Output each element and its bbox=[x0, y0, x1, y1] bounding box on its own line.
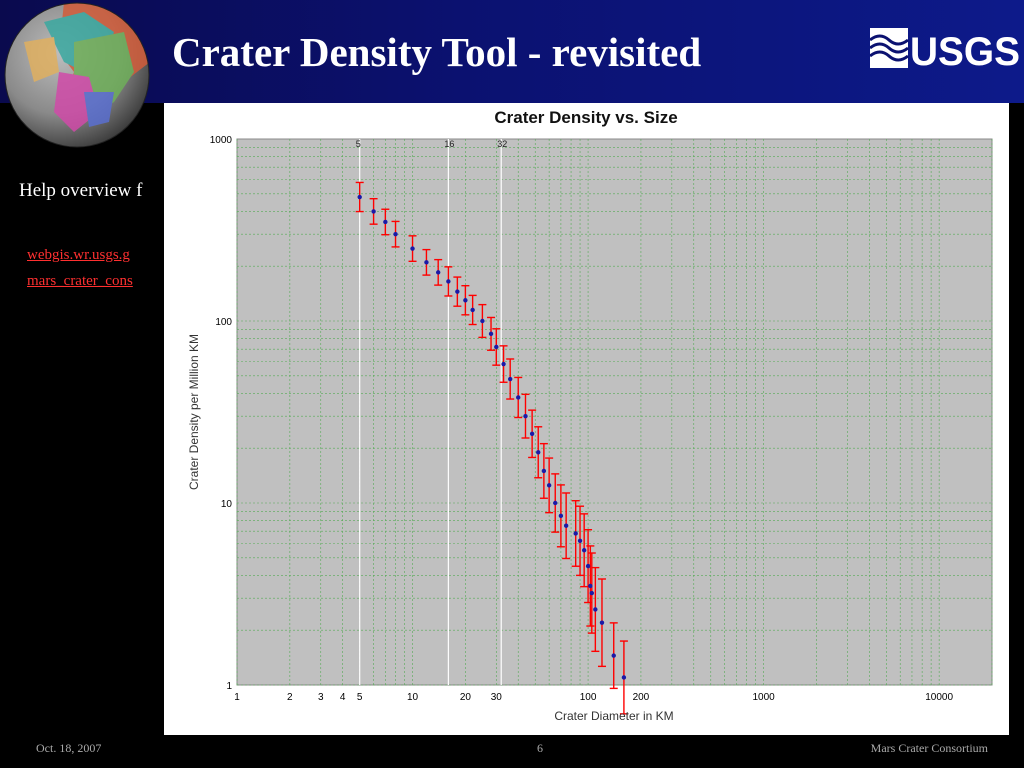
data-point bbox=[424, 260, 429, 265]
data-point bbox=[599, 620, 605, 625]
data-point bbox=[546, 483, 552, 488]
y-tick-label: 1000 bbox=[210, 135, 233, 146]
data-point bbox=[357, 194, 362, 200]
footer-page-number: 6 bbox=[537, 741, 543, 755]
x-tick-label: 5 bbox=[357, 692, 363, 703]
data-points bbox=[357, 194, 627, 680]
webgis-link[interactable]: webgis.wr.usgs.g bbox=[27, 247, 130, 263]
reference-line-label: 32 bbox=[497, 139, 507, 149]
data-point bbox=[589, 590, 594, 596]
reference-line-label: 5 bbox=[356, 139, 361, 149]
data-point bbox=[393, 231, 398, 237]
mars-globe-icon bbox=[4, 2, 150, 148]
data-point bbox=[541, 468, 547, 474]
data-point bbox=[480, 318, 485, 324]
data-point bbox=[563, 523, 569, 528]
x-tick-label: 20 bbox=[460, 692, 472, 703]
data-point bbox=[573, 531, 578, 536]
crater-density-chart: Crater Density vs. Size 5 16 32 1 2 3 4 5 10 20 3… bbox=[187, 108, 993, 723]
data-point bbox=[494, 344, 499, 350]
x-tick-labels: 1 2 3 4 5 10 20 30 100 200 1000 10000 bbox=[234, 692, 953, 703]
x-tick-label: 10000 bbox=[925, 692, 953, 703]
data-point bbox=[536, 450, 541, 455]
usgs-logo-text: USGS bbox=[910, 30, 1020, 70]
usgs-logo: USGS bbox=[870, 28, 1020, 70]
data-point bbox=[446, 279, 451, 284]
data-point bbox=[383, 219, 388, 225]
data-point bbox=[435, 270, 441, 275]
data-point bbox=[516, 395, 521, 400]
help-overview-text: Help overview f bbox=[19, 180, 143, 201]
y-tick-label: 1 bbox=[226, 681, 232, 692]
y-tick-labels: 1 10 100 1000 bbox=[210, 135, 233, 692]
y-axis-title: Crater Density per Million KM bbox=[187, 334, 201, 490]
footer-date: Oct. 18, 2007 bbox=[36, 741, 102, 755]
data-point bbox=[593, 607, 598, 612]
data-point bbox=[371, 209, 376, 214]
data-point bbox=[581, 548, 587, 553]
reference-line-label: 16 bbox=[444, 139, 454, 149]
data-point bbox=[529, 431, 535, 437]
chart-title: Crater Density vs. Size bbox=[494, 108, 677, 127]
data-point bbox=[611, 653, 616, 658]
x-tick-label: 4 bbox=[340, 692, 346, 703]
x-tick-label: 2 bbox=[287, 692, 293, 703]
x-axis-title: Crater Diameter in KM bbox=[554, 709, 673, 723]
grid-layer bbox=[236, 139, 993, 686]
data-point bbox=[470, 307, 475, 313]
x-tick-label: 1000 bbox=[752, 692, 775, 703]
footer-organization: Mars Crater Consortium bbox=[870, 741, 988, 755]
slide-title: Crater Density Tool - revisited bbox=[172, 29, 702, 75]
x-tick-label: 100 bbox=[580, 692, 597, 703]
data-point bbox=[501, 361, 506, 367]
data-point bbox=[455, 289, 460, 294]
data-point bbox=[588, 583, 593, 589]
data-point bbox=[558, 513, 564, 519]
x-tick-label: 30 bbox=[491, 692, 503, 703]
data-point bbox=[621, 675, 627, 680]
data-point bbox=[523, 413, 528, 419]
data-point bbox=[585, 563, 591, 569]
x-tick-label: 3 bbox=[318, 692, 324, 703]
y-tick-label: 100 bbox=[215, 317, 232, 328]
mars-crater-link[interactable]: mars_crater_cons bbox=[27, 273, 133, 289]
data-point bbox=[410, 246, 415, 251]
title-banner bbox=[0, 0, 1024, 103]
x-tick-label: 1 bbox=[234, 692, 240, 703]
data-point bbox=[488, 331, 494, 337]
x-tick-label: 200 bbox=[633, 692, 650, 703]
data-point bbox=[463, 298, 468, 303]
reference-lines: 5 16 32 bbox=[356, 139, 507, 685]
data-point bbox=[507, 376, 513, 382]
y-tick-label: 10 bbox=[221, 499, 233, 510]
chart-panel: Crater Density vs. Size 5 16 32 1 2 3 4 5 10 20 3… bbox=[164, 103, 1009, 735]
data-point bbox=[577, 538, 583, 543]
x-tick-label: 10 bbox=[407, 692, 419, 703]
data-point bbox=[553, 500, 558, 506]
plot-area bbox=[236, 138, 993, 686]
